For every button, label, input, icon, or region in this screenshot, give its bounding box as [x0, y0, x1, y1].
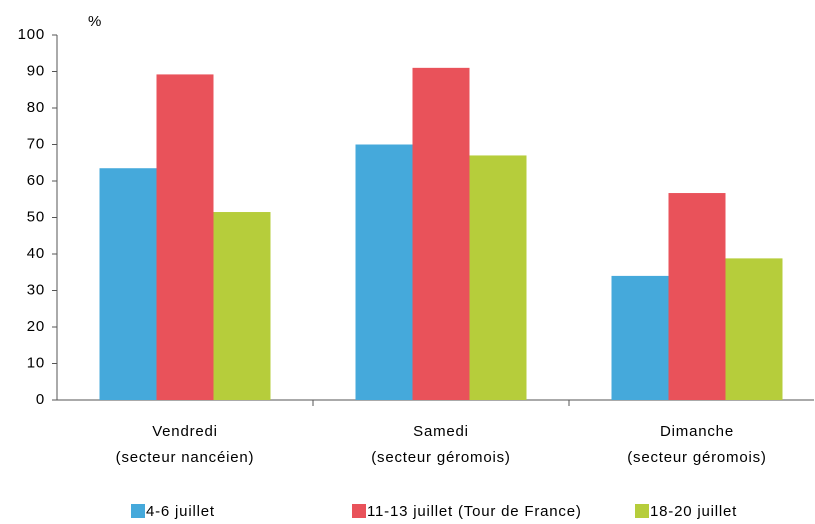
y-tick-label: 20 — [27, 318, 45, 335]
y-tick-label: 90 — [27, 62, 45, 79]
bar — [412, 67, 470, 400]
bar — [611, 275, 669, 400]
bar — [469, 155, 527, 400]
bar — [213, 212, 271, 400]
legend-swatch — [131, 504, 145, 518]
legend-swatch — [352, 504, 366, 518]
y-tick-label: 40 — [27, 245, 45, 262]
legend-label: 18-20 juillet — [650, 503, 737, 519]
y-tick-label: 60 — [27, 172, 45, 189]
bar — [668, 193, 726, 400]
y-tick-label: 10 — [27, 354, 45, 371]
y-tick-label: 100 — [18, 26, 45, 43]
y-tick-label: 50 — [27, 208, 45, 225]
y-tick-label: 30 — [27, 281, 45, 298]
x-tick-label: Samedi — [413, 423, 469, 440]
legend-swatch — [635, 504, 649, 518]
legend-label: 4-6 juillet — [146, 503, 215, 519]
y-tick-label: 70 — [27, 135, 45, 152]
y-unit: % — [88, 13, 102, 30]
x-tick-label: (secteur nancéien) — [116, 449, 255, 466]
x-tick-label: (secteur géromois) — [627, 449, 766, 466]
legend-label: 11-13 juillet (Tour de France) — [367, 503, 582, 519]
bar — [355, 144, 413, 400]
bar — [725, 258, 783, 400]
bar — [99, 168, 157, 400]
x-tick-label: Vendredi — [152, 423, 218, 440]
x-tick-label: Dimanche — [660, 423, 734, 440]
bar — [156, 74, 214, 401]
y-tick-label: 0 — [36, 391, 45, 408]
x-tick-label: (secteur géromois) — [371, 449, 510, 466]
y-tick-label: 80 — [27, 99, 45, 116]
